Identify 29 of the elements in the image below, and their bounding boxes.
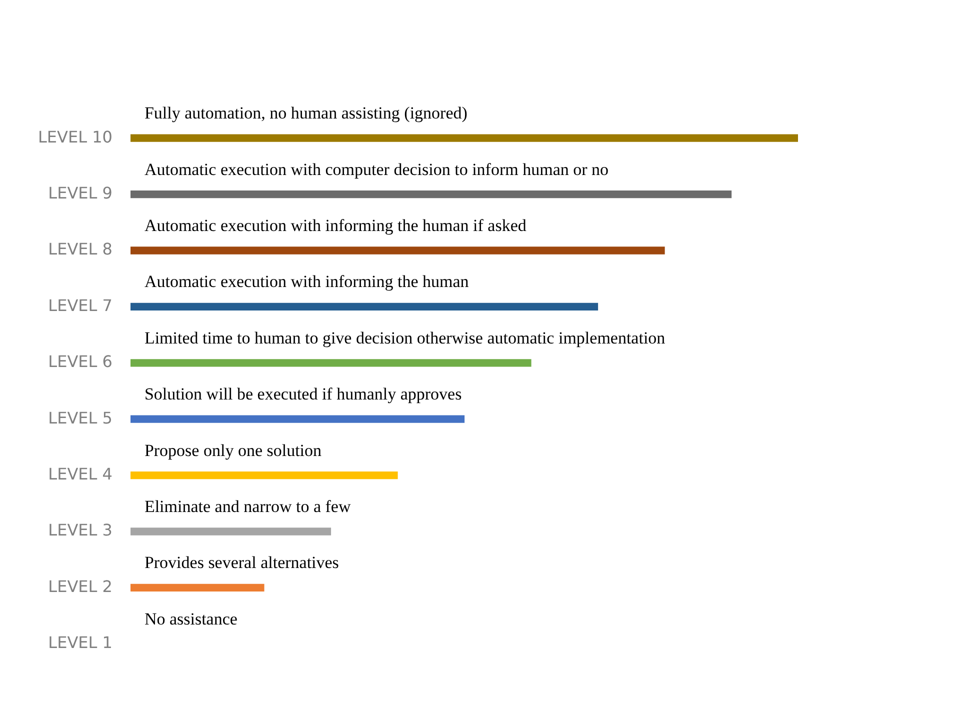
y-tick-label: LEVEL 4: [48, 464, 112, 484]
bar: [130, 415, 465, 423]
bar: [130, 134, 798, 142]
annotation: Provides several alternatives: [144, 553, 339, 572]
annotation: Automatic execution with informing the human: [144, 272, 470, 292]
y-tick-label: LEVEL 8: [48, 240, 112, 259]
bar: [130, 528, 332, 536]
bar: [130, 584, 264, 592]
y-tick-label: LEVEL 2: [48, 576, 112, 596]
annotation: Solution will be executed if humanly approves: [144, 384, 462, 404]
y-tick-label: LEVEL 10: [38, 127, 112, 146]
y-tick-label: LEVEL 5: [48, 408, 112, 428]
y-tick-label: LEVEL 7: [48, 296, 112, 315]
bar: [130, 359, 532, 367]
y-tick-label: LEVEL 9: [48, 183, 112, 202]
annotation: Automatic execution with informing the human if asked: [144, 216, 527, 235]
y-tick-label: LEVEL 6: [48, 352, 112, 372]
annotation: Eliminate and narrow to a few: [144, 496, 352, 516]
annotation: Propose only one solution: [144, 440, 322, 460]
bar: [130, 246, 665, 254]
bar: [130, 302, 598, 311]
y-tick-label: LEVEL 3: [48, 520, 112, 540]
y-tick-label: LEVEL 1: [48, 633, 112, 652]
bar: [130, 471, 398, 480]
annotation: Automatic execution with computer decision to inform human or no: [144, 160, 609, 179]
annotation: Limited time to human to give decision otherwise automatic implementation: [144, 328, 666, 348]
annotation: Fully automation, no human assisting (ignored): [144, 104, 468, 123]
bar: [130, 190, 732, 198]
annotation: No assistance: [144, 609, 238, 628]
